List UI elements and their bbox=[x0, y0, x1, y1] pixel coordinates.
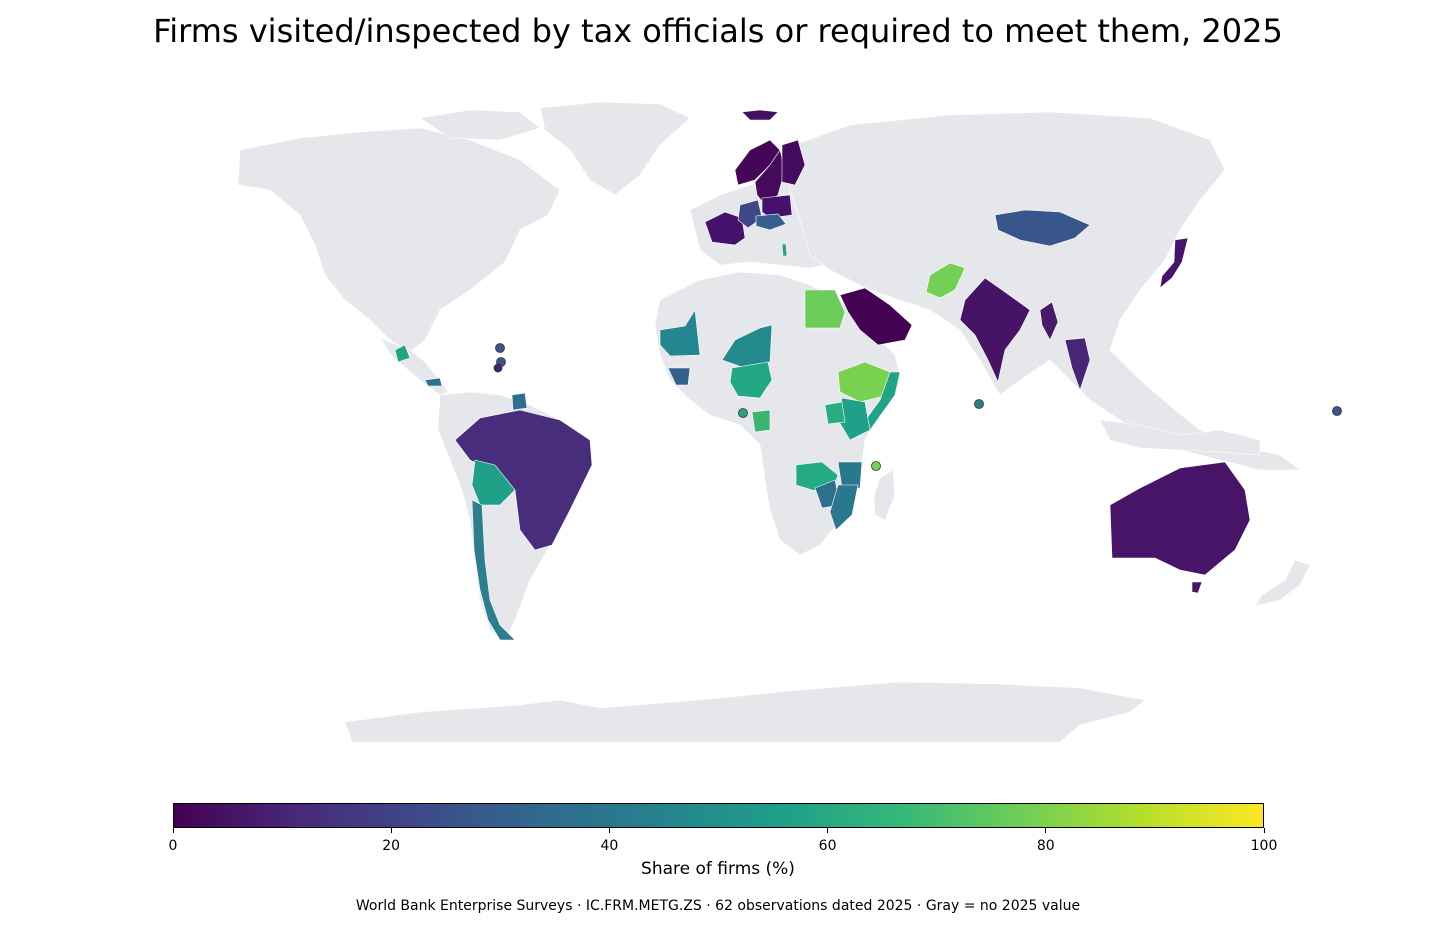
asia-landmass bbox=[779, 111, 1301, 471]
country-caribbean-teal bbox=[424, 377, 443, 387]
country-tanzania bbox=[837, 461, 863, 489]
colorbar-tick-mark bbox=[172, 828, 174, 833]
marker-caribbean-1 bbox=[495, 343, 505, 353]
country-sweden bbox=[754, 149, 786, 206]
country-chile bbox=[471, 499, 516, 641]
antarctica-landmass bbox=[344, 681, 1146, 743]
colorbar-tick-mark bbox=[1045, 828, 1047, 833]
country-bolivia bbox=[471, 459, 516, 506]
arctic-islands bbox=[419, 109, 541, 141]
colorbar bbox=[173, 803, 1264, 828]
marker-caribbean-3 bbox=[493, 363, 503, 373]
country-mauritania bbox=[659, 309, 701, 357]
colorbar-tick-label: 80 bbox=[1036, 838, 1055, 854]
colorbar-ticks: 0 20 40 60 80 100 bbox=[169, 828, 1277, 858]
country-togo bbox=[751, 409, 771, 433]
country-egypt bbox=[804, 289, 846, 329]
colorbar-tick-label: 0 bbox=[168, 838, 178, 854]
colorbar-tick-mark bbox=[1263, 828, 1265, 833]
countries-with-data bbox=[394, 109, 1251, 641]
world-map bbox=[237, 101, 1342, 743]
colorbar-tick-label: 60 bbox=[818, 838, 837, 854]
country-mozambique bbox=[829, 484, 859, 531]
country-svalbard bbox=[741, 109, 779, 121]
marker-maldives bbox=[974, 399, 984, 409]
small-state-markers bbox=[493, 343, 1342, 471]
country-uganda bbox=[824, 401, 846, 425]
country-saudi-arabia bbox=[839, 287, 913, 346]
africa-landmass bbox=[654, 271, 901, 556]
country-liberia bbox=[667, 367, 691, 386]
country-france bbox=[704, 211, 746, 246]
madagascar-landmass bbox=[873, 469, 896, 521]
new-zealand-landmass bbox=[1254, 559, 1311, 607]
colorbar-tick-mark bbox=[390, 828, 392, 833]
colorbar-tick-label: 40 bbox=[600, 838, 619, 854]
country-guatemala bbox=[394, 344, 411, 363]
country-tasmania bbox=[1191, 581, 1203, 594]
country-thailand bbox=[1064, 337, 1091, 391]
indonesia-landmass bbox=[1099, 419, 1261, 456]
country-poland bbox=[761, 194, 793, 219]
country-japan bbox=[1159, 237, 1189, 289]
country-czechia bbox=[755, 213, 787, 231]
marker-pacific bbox=[1332, 406, 1342, 416]
marker-comoros bbox=[871, 461, 881, 471]
greenland-landmass bbox=[539, 101, 691, 196]
country-finland bbox=[781, 139, 806, 186]
colorbar-tick-label: 20 bbox=[382, 838, 401, 854]
source-footnote: World Bank Enterprise Surveys · IC.FRM.M… bbox=[355, 898, 1081, 914]
country-afghanistan bbox=[925, 262, 966, 299]
colorbar-tick-mark bbox=[827, 828, 829, 833]
colorbar-tick-mark bbox=[608, 828, 610, 833]
map-title: Firms visited/inspected by tax officials… bbox=[153, 12, 1283, 50]
north-america-landmass bbox=[237, 127, 561, 353]
marker-sao-tome bbox=[738, 408, 748, 418]
country-nigeria bbox=[729, 361, 773, 399]
colorbar-label: Share of firms (%) bbox=[641, 859, 795, 879]
country-balkan-highlight bbox=[781, 243, 788, 257]
country-myanmar bbox=[1039, 301, 1059, 341]
colorbar-tick-label: 100 bbox=[1250, 838, 1278, 854]
country-niger bbox=[721, 324, 773, 369]
country-mongolia bbox=[994, 209, 1091, 247]
country-australia bbox=[1109, 461, 1251, 576]
country-guyana bbox=[511, 392, 528, 411]
country-india bbox=[959, 277, 1031, 383]
